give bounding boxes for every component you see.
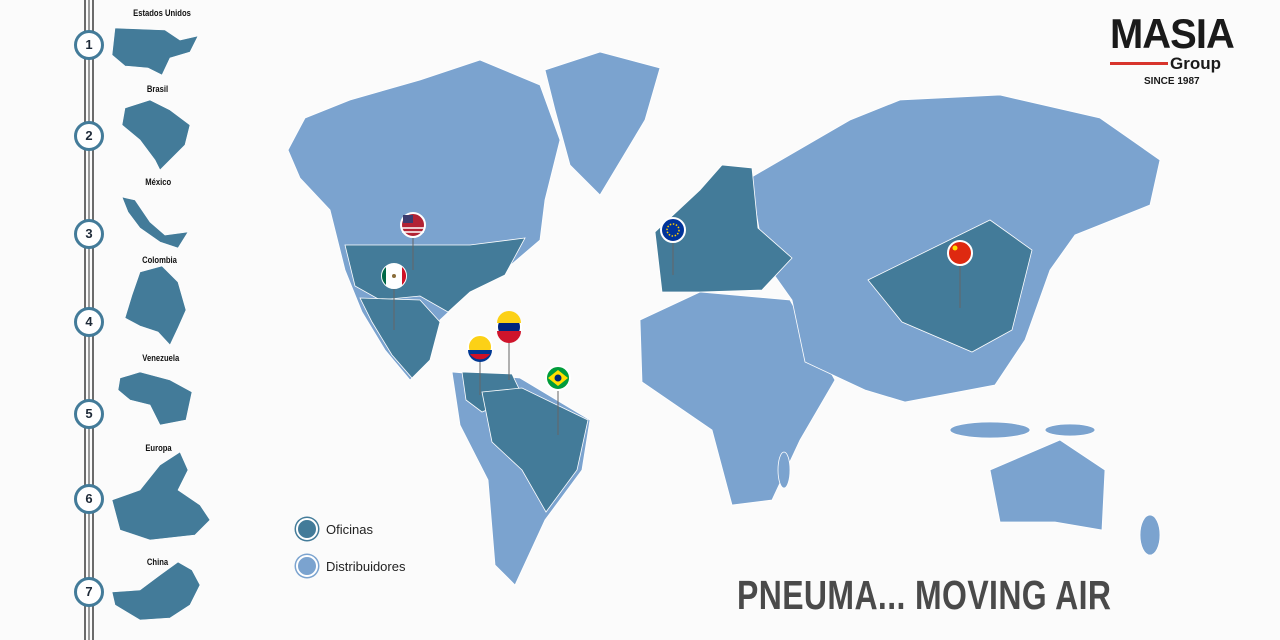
masia-logo: MASIA Group SINCE 1987 (1110, 10, 1250, 94)
china-flag-icon (947, 240, 973, 266)
label-venezuela: Venezuela (142, 353, 180, 363)
usa-silhouette (111, 27, 199, 76)
logo-name: MASIA (1110, 10, 1235, 57)
brazil-map (481, 387, 589, 513)
logo-red-bar (1110, 62, 1168, 65)
venezuela-silhouette (117, 371, 193, 426)
logo-group: Group (1170, 54, 1221, 73)
mexico-silhouette (121, 196, 189, 249)
label-usa: Estados Unidos (133, 8, 191, 18)
legend-distributors: Distribuidores (296, 555, 405, 577)
china-silhouette (111, 561, 201, 621)
label-brazil: Brasil (146, 84, 169, 94)
europe-map (654, 164, 793, 293)
brazil-flag-icon (545, 365, 571, 391)
legend-offices: Oficinas (296, 518, 373, 540)
step-1: 1 (74, 30, 104, 60)
mexico-map (359, 297, 441, 379)
label-china: China (146, 557, 169, 567)
step-2: 2 (74, 121, 104, 151)
label-europe: Europa (145, 443, 172, 453)
slogan: PNEUMA... MOVING AIR (737, 572, 1112, 618)
usa-map (344, 237, 526, 313)
colombia-flag-icon (467, 334, 493, 362)
europe-silhouette (111, 451, 211, 541)
step-6: 6 (74, 484, 104, 514)
label-colombia: Colombia (142, 255, 177, 265)
step-5: 5 (74, 399, 104, 429)
distributors-swatch (296, 555, 318, 577)
legend-distributors-label: Distribuidores (326, 558, 406, 574)
usa-flag-icon (400, 212, 426, 238)
eu-flag-icon (660, 217, 686, 243)
offices-swatch (296, 518, 318, 540)
step-7: 7 (74, 577, 104, 607)
indonesia (949, 421, 1031, 439)
colombia-silhouette (124, 265, 187, 346)
greenland (544, 51, 661, 196)
brazil-silhouette (121, 99, 191, 171)
mexico-flag-icon (381, 263, 407, 289)
label-mexico: México (145, 177, 172, 187)
new-guinea (1044, 423, 1096, 437)
china-map (867, 219, 1033, 353)
venezuela-flag-icon (496, 311, 522, 343)
madagascar (777, 451, 791, 489)
logo-since: SINCE 1987 (1144, 76, 1200, 87)
step-3: 3 (74, 219, 104, 249)
new-zealand (1139, 514, 1161, 556)
australia (989, 439, 1106, 531)
legend-offices-label: Oficinas (326, 521, 373, 537)
step-4: 4 (74, 307, 104, 337)
